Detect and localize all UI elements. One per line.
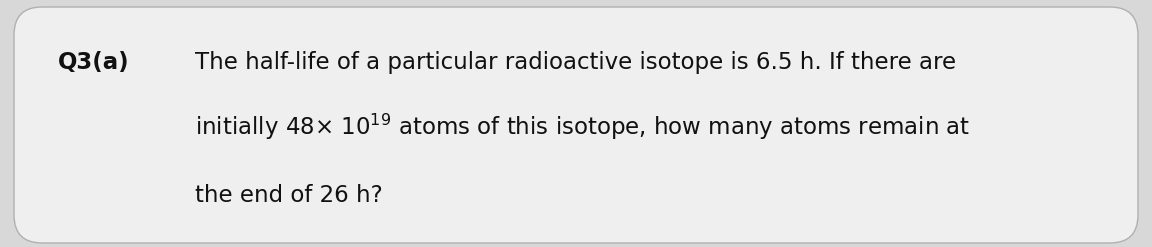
Text: The half-life of a particular radioactive isotope is 6.5 h. If there are: The half-life of a particular radioactiv… xyxy=(195,50,956,74)
Text: Q3(a): Q3(a) xyxy=(58,50,130,74)
Text: initially 48$\times$ 10$^{19}$ atoms of this isotope, how many atoms remain at: initially 48$\times$ 10$^{19}$ atoms of … xyxy=(195,112,970,142)
Text: the end of 26 h?: the end of 26 h? xyxy=(195,184,382,206)
FancyBboxPatch shape xyxy=(14,7,1138,243)
